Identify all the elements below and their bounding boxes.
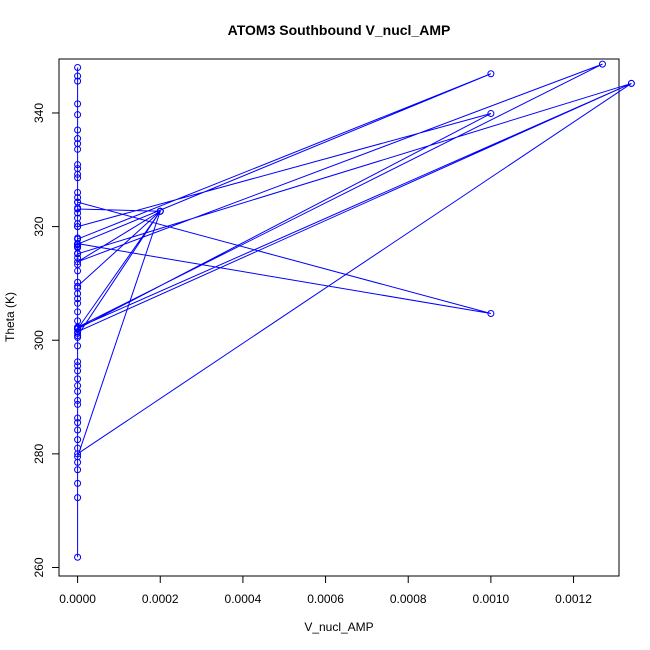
data-point [74,479,82,487]
y-axis: 260 280 300 320 340 [32,103,60,577]
data-point [74,100,82,108]
data-point [74,414,82,422]
data-point [74,254,82,262]
data-point [74,295,82,303]
data-point [74,194,82,202]
data-point [74,553,82,561]
x-tick-label: 0.0008 [390,592,427,606]
y-tick-label: 300 [32,330,46,350]
data-point [74,209,82,217]
data-point [74,205,82,213]
data-point [627,79,635,87]
data-point [74,299,82,307]
data-point [74,214,82,222]
data-point [74,375,82,383]
data-point [74,328,82,336]
x-tick-label: 0.0006 [307,592,344,606]
data-point [74,426,82,434]
data-point [74,72,82,80]
y-tick-label: 260 [32,557,46,577]
data-point [74,367,82,375]
data-point [74,282,82,290]
data-point [74,161,82,169]
data-point [74,419,82,427]
data-point [74,240,82,248]
data-point [487,70,495,78]
data-point [74,494,82,502]
series-layer [74,60,635,561]
x-tick-label: 0.0004 [225,592,262,606]
chart-title: ATOM3 Southbound V_nucl_AMP [228,22,451,38]
data-point [74,189,82,197]
x-tick-label: 0.0012 [555,592,592,606]
data-point [487,110,495,118]
x-axis-label: V_nucl_AMP [304,620,373,634]
data-point [74,382,82,390]
data-point [74,126,82,134]
data-point [74,453,82,461]
y-axis-label: Theta (K) [3,292,17,342]
data-point [74,261,82,269]
data-point [74,362,82,370]
data-point [74,466,82,474]
data-point [74,332,82,340]
data-point [598,60,606,68]
data-point [74,223,82,231]
data-point [74,64,82,72]
data-point [74,198,82,206]
data-point [74,258,82,266]
data-point [74,342,82,350]
data-point [74,308,82,316]
data-point [74,174,82,182]
y-tick-label: 340 [32,103,46,123]
data-point [74,77,82,85]
data-point [74,235,82,243]
data-point [74,396,82,404]
data-point [74,250,82,258]
data-point [74,140,82,148]
data-point [74,325,82,333]
x-tick-label: 0.0002 [142,592,179,606]
data-point [74,358,82,366]
data-point [74,450,82,458]
series-line [77,63,632,558]
y-tick-label: 320 [32,216,46,236]
x-tick-label: 0.0000 [59,592,96,606]
data-point [74,111,82,119]
data-point [74,436,82,444]
data-point [156,207,164,215]
x-axis: 0.0000 0.0002 0.0004 0.0006 0.0008 0.0010 0.00… [59,575,592,606]
data-point [74,400,82,408]
data-point [74,165,82,173]
y-tick-label: 280 [32,444,46,464]
x-tick-label: 0.0010 [473,592,510,606]
data-point [487,310,495,318]
data-point [74,135,82,143]
data-point [74,278,82,286]
